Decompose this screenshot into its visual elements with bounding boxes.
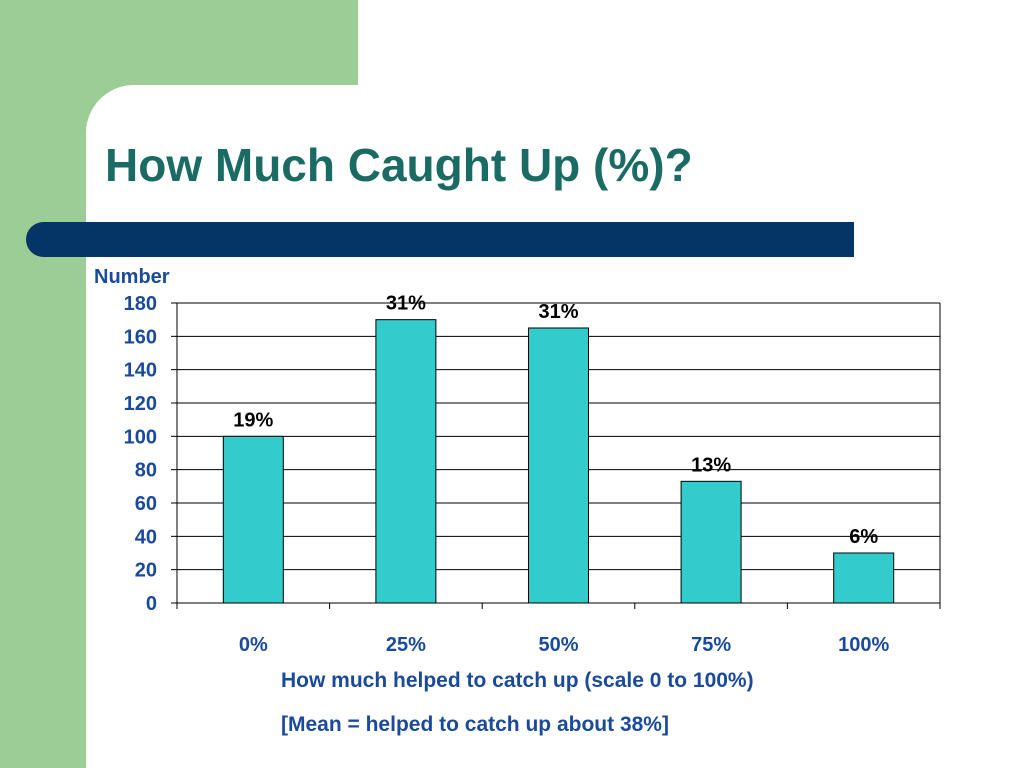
bar-data-label: 13% xyxy=(691,454,731,476)
y-tick-label: 60 xyxy=(135,493,157,515)
title-underline-bar xyxy=(26,222,854,257)
y-tick-label: 120 xyxy=(124,393,157,415)
x-tick-label: 0% xyxy=(239,634,268,656)
x-tick-label: 50% xyxy=(538,634,578,656)
x-tick-label: 75% xyxy=(691,634,731,656)
bar-data-label: 19% xyxy=(233,409,273,431)
bar xyxy=(375,319,437,604)
y-tick-label: 180 xyxy=(124,293,157,315)
x-tick-label: 25% xyxy=(386,634,426,656)
bar xyxy=(222,435,284,604)
bar-data-label: 31% xyxy=(538,301,578,323)
y-tick-label: 0 xyxy=(146,593,157,615)
y-tick-label: 40 xyxy=(135,526,157,548)
x-axis-label: How much helped to catch up (scale 0 to … xyxy=(281,669,754,692)
bar-data-label: 31% xyxy=(386,293,426,315)
x-tick-label: 100% xyxy=(838,634,889,656)
y-tick-label: 80 xyxy=(135,460,157,482)
y-axis-title: Number xyxy=(94,266,170,288)
y-tick-label: 20 xyxy=(135,560,157,582)
y-tick-label: 140 xyxy=(124,360,157,382)
slide-title: How Much Caught Up (%)? xyxy=(105,139,693,191)
mean-note: [Mean = helped to catch up about 38%] xyxy=(281,713,669,736)
bar xyxy=(680,480,742,604)
y-tick-label: 100 xyxy=(124,426,157,448)
y-tick-label: 160 xyxy=(124,326,157,348)
bar-data-label: 6% xyxy=(849,526,878,548)
bar xyxy=(833,552,895,604)
bar xyxy=(528,327,589,604)
